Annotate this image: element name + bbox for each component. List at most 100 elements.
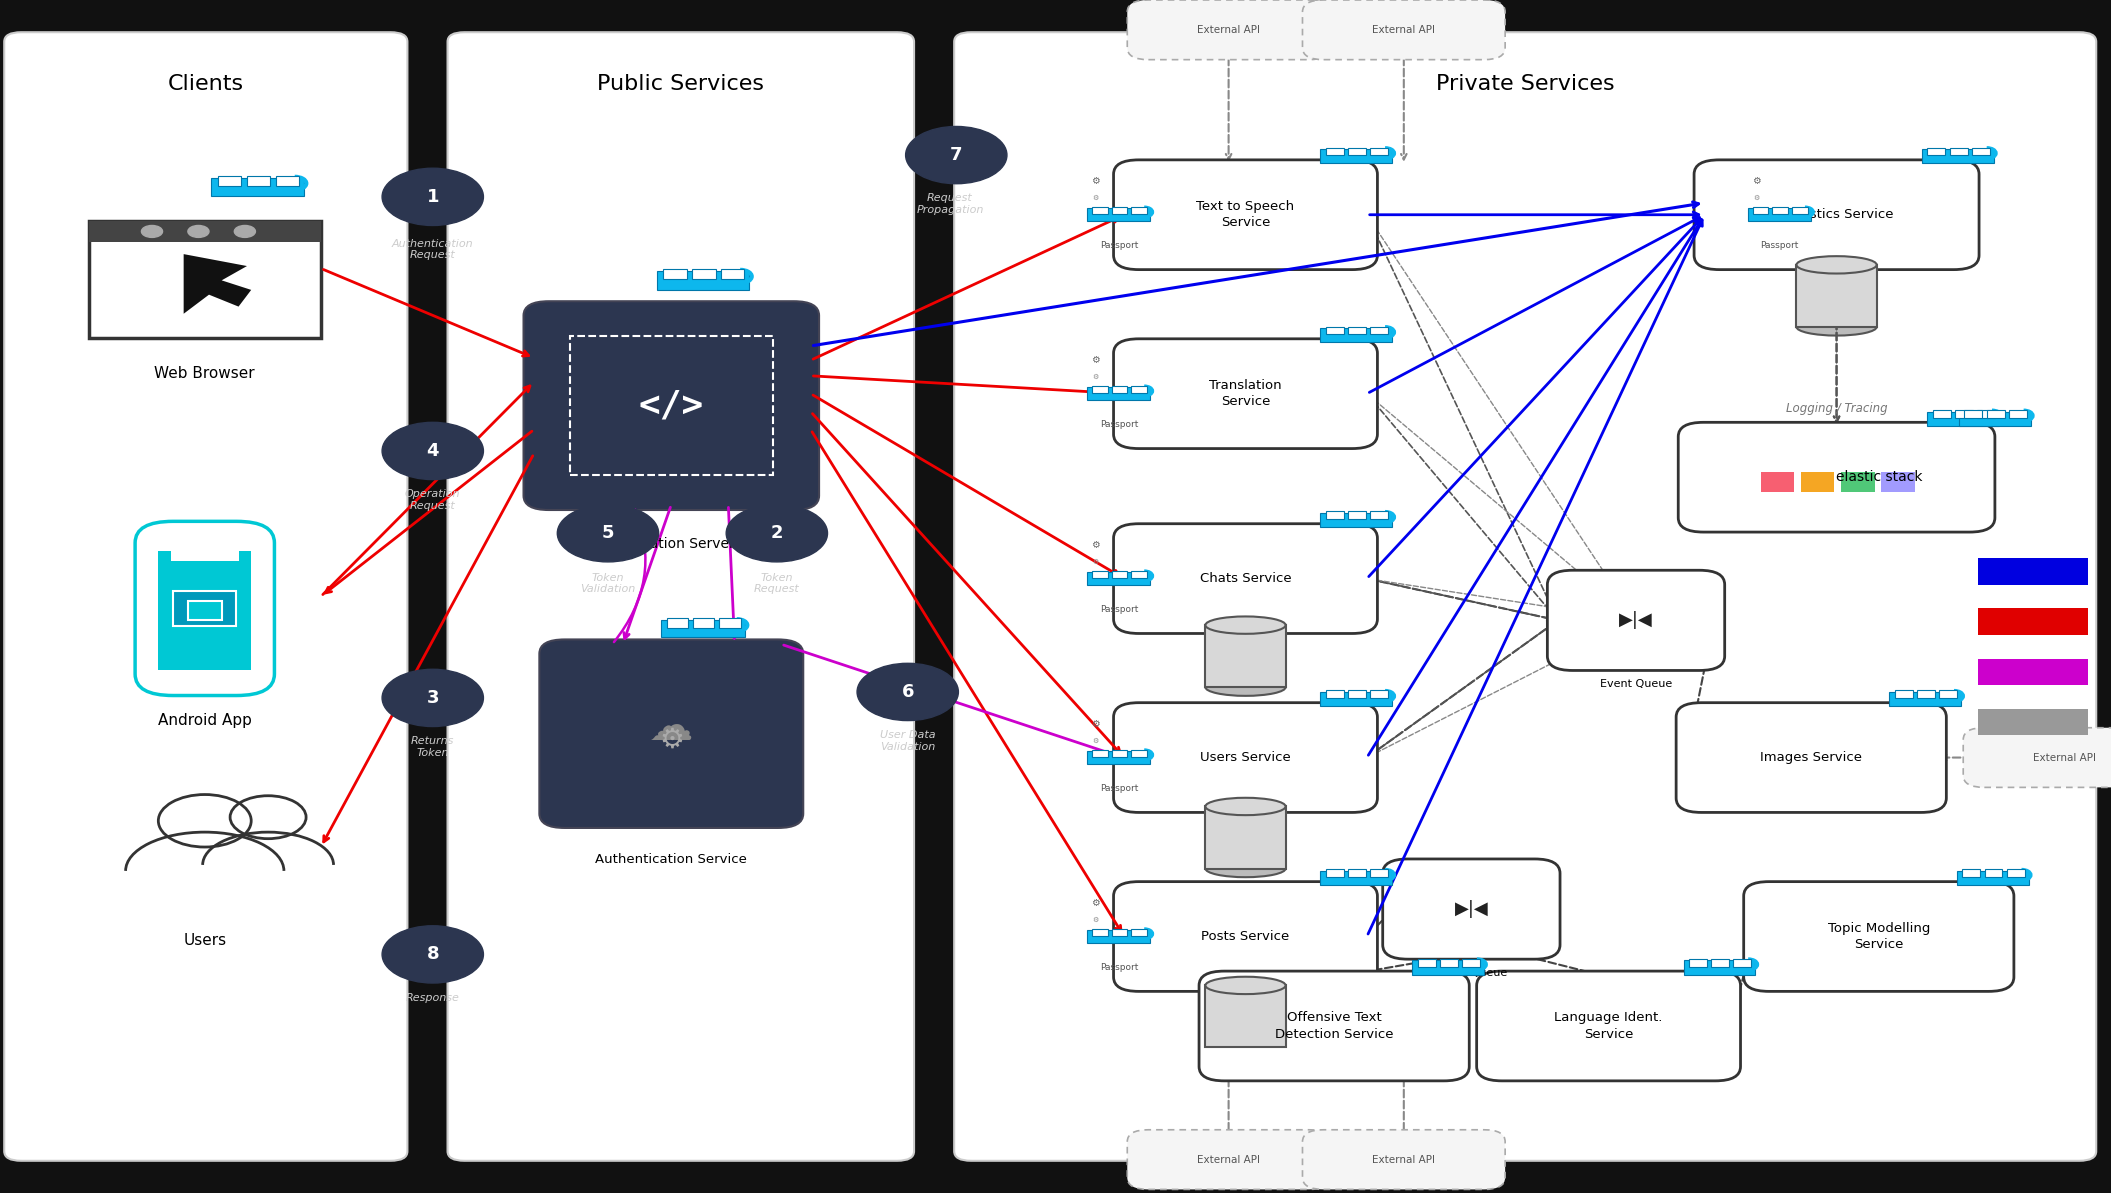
- Text: Text to Speech
Service: Text to Speech Service: [1197, 200, 1294, 229]
- Circle shape: [382, 168, 483, 225]
- Bar: [1917, 691, 1936, 698]
- Bar: [1087, 388, 1150, 400]
- Bar: [692, 270, 716, 279]
- Text: External API: External API: [1372, 1155, 1435, 1164]
- FancyBboxPatch shape: [1115, 703, 1376, 812]
- Text: External API: External API: [2033, 753, 2096, 762]
- Ellipse shape: [1205, 860, 1286, 877]
- Bar: [1889, 692, 1961, 706]
- Text: User Data
Validation: User Data Validation: [880, 730, 935, 752]
- Bar: [1881, 472, 1915, 492]
- Text: External API: External API: [1197, 1155, 1260, 1164]
- Bar: [1986, 410, 2005, 418]
- FancyBboxPatch shape: [954, 32, 2096, 1161]
- Bar: [1712, 959, 1729, 966]
- FancyBboxPatch shape: [1127, 0, 1330, 60]
- Bar: [1419, 959, 1435, 966]
- Text: Offensive Text
Detection Service: Offensive Text Detection Service: [1275, 1012, 1393, 1040]
- Circle shape: [234, 225, 255, 237]
- Circle shape: [906, 126, 1007, 184]
- FancyBboxPatch shape: [1478, 971, 1739, 1081]
- Text: 8: 8: [426, 945, 439, 964]
- Bar: [1087, 931, 1150, 942]
- Bar: [1796, 265, 1877, 327]
- Bar: [1370, 148, 1389, 155]
- Ellipse shape: [1205, 679, 1286, 696]
- Text: Passport: Passport: [1100, 241, 1138, 251]
- Bar: [1761, 472, 1794, 492]
- Text: Returns
Token: Returns Token: [412, 736, 454, 758]
- Text: ⚙: ⚙: [1093, 373, 1098, 381]
- Bar: [1349, 870, 1366, 877]
- Ellipse shape: [1205, 977, 1286, 994]
- FancyBboxPatch shape: [448, 32, 914, 1161]
- Bar: [2010, 410, 2027, 418]
- Circle shape: [382, 669, 483, 727]
- Bar: [1978, 558, 2088, 585]
- Bar: [1349, 512, 1366, 519]
- Text: ⚙: ⚙: [1093, 916, 1098, 923]
- Bar: [1112, 208, 1127, 214]
- Text: Application Server: Application Server: [608, 537, 735, 551]
- Text: Users: Users: [184, 933, 226, 948]
- Text: 4: 4: [426, 441, 439, 460]
- FancyBboxPatch shape: [1115, 339, 1376, 449]
- Bar: [1752, 208, 1769, 214]
- Bar: [1978, 410, 1995, 418]
- Bar: [1131, 750, 1146, 756]
- Bar: [1978, 709, 2088, 735]
- Text: ⚙: ⚙: [1091, 177, 1100, 186]
- Text: ▶|◀: ▶|◀: [1619, 611, 1653, 630]
- Bar: [1321, 149, 1393, 163]
- Text: Posts Service: Posts Service: [1201, 931, 1290, 942]
- Bar: [1440, 959, 1459, 966]
- FancyBboxPatch shape: [1693, 160, 1980, 270]
- FancyBboxPatch shape: [1115, 882, 1376, 991]
- Bar: [1951, 148, 1967, 155]
- Text: Images Service: Images Service: [1761, 752, 1862, 764]
- Text: Request
Propagation: Request Propagation: [916, 193, 984, 215]
- Bar: [1205, 985, 1286, 1047]
- Bar: [1349, 148, 1366, 155]
- Text: Passport: Passport: [1100, 784, 1138, 793]
- Text: Private Services: Private Services: [1435, 74, 1615, 93]
- Bar: [1326, 512, 1345, 519]
- Bar: [1087, 209, 1150, 221]
- FancyBboxPatch shape: [4, 32, 407, 1161]
- Bar: [1205, 625, 1286, 687]
- Bar: [1940, 691, 1957, 698]
- Bar: [1112, 750, 1127, 756]
- Bar: [1959, 412, 2031, 426]
- FancyBboxPatch shape: [1115, 160, 1376, 270]
- Text: Event Queue: Event Queue: [1435, 968, 1507, 977]
- Bar: [1321, 871, 1393, 885]
- Text: Chats Service: Chats Service: [1199, 573, 1292, 585]
- FancyBboxPatch shape: [1302, 1130, 1505, 1189]
- Bar: [1841, 472, 1875, 492]
- Text: Passport: Passport: [1761, 241, 1799, 251]
- Bar: [1984, 870, 2003, 877]
- Bar: [171, 551, 239, 561]
- Bar: [722, 270, 745, 279]
- Text: 3: 3: [426, 688, 439, 707]
- Bar: [1321, 328, 1393, 342]
- FancyBboxPatch shape: [1302, 0, 1505, 60]
- Bar: [1370, 512, 1389, 519]
- Bar: [1921, 149, 1993, 163]
- FancyBboxPatch shape: [540, 639, 802, 828]
- Text: External API: External API: [1197, 25, 1260, 35]
- Bar: [1131, 208, 1146, 214]
- Bar: [1978, 659, 2088, 685]
- Text: 7: 7: [950, 146, 963, 165]
- Text: Passport: Passport: [1100, 420, 1138, 429]
- Text: Response: Response: [405, 993, 460, 1002]
- Bar: [1091, 571, 1108, 577]
- Text: Users Service: Users Service: [1201, 752, 1290, 764]
- Bar: [277, 177, 300, 186]
- Bar: [1370, 327, 1389, 334]
- Bar: [1131, 929, 1146, 935]
- Circle shape: [188, 225, 209, 237]
- Bar: [188, 601, 222, 620]
- Text: Token
Request: Token Request: [754, 573, 800, 594]
- Circle shape: [857, 663, 958, 721]
